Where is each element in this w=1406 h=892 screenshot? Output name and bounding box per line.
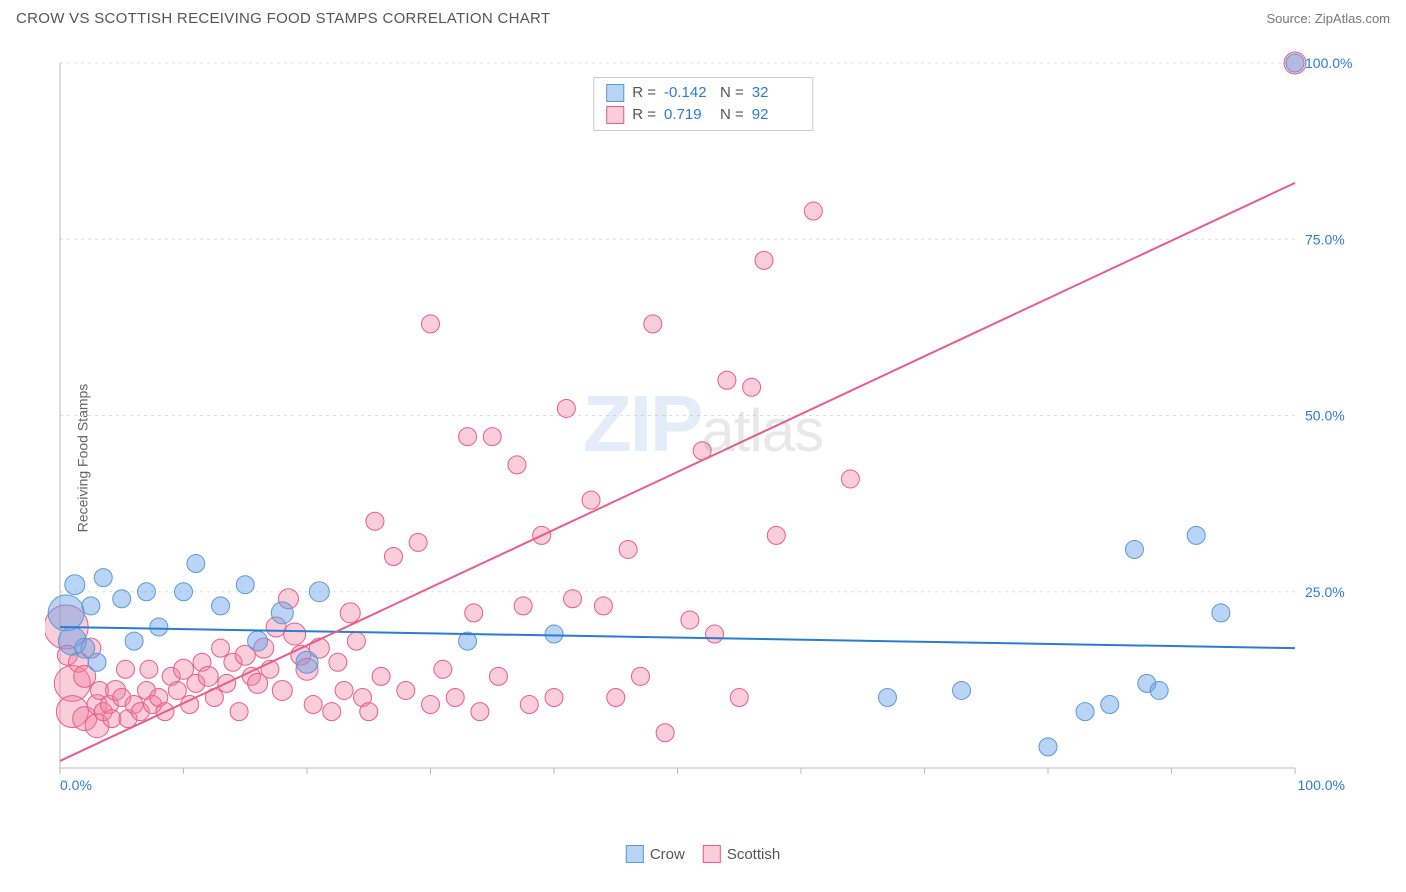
svg-text:100.0%: 100.0% xyxy=(1298,777,1345,793)
series-legend-label: Scottish xyxy=(727,846,780,863)
chart-wrap: Receiving Food Stamps 25.0%50.0%75.0%100… xyxy=(0,33,1406,883)
chart-title: CROW VS SCOTTISH RECEIVING FOOD STAMPS C… xyxy=(16,10,550,27)
svg-text:25.0%: 25.0% xyxy=(1305,584,1345,600)
svg-text:100.0%: 100.0% xyxy=(1305,55,1352,71)
legend-swatch xyxy=(606,84,624,102)
correlation-legend-row: R =0.719N =92 xyxy=(606,104,800,126)
scatter-plot: 25.0% 50.0% 75.0% 100.0% 0.0% 100.0% xyxy=(45,43,1365,823)
series-legend-item: Scottish xyxy=(703,845,780,863)
legend-swatch xyxy=(703,845,721,863)
series-legend-item: Crow xyxy=(626,845,685,863)
chart-header: CROW VS SCOTTISH RECEIVING FOOD STAMPS C… xyxy=(0,0,1406,33)
svg-text:50.0%: 50.0% xyxy=(1305,408,1345,424)
svg-text:75.0%: 75.0% xyxy=(1305,231,1345,247)
source-label: Source: ZipAtlas.com xyxy=(1266,11,1390,26)
series-legend-label: Crow xyxy=(650,846,685,863)
correlation-legend-row: R =-0.142N =32 xyxy=(606,82,800,104)
svg-text:0.0%: 0.0% xyxy=(60,777,92,793)
series-legend: Crow Scottish xyxy=(626,845,780,863)
correlation-legend: R =-0.142N =32R =0.719N =92 xyxy=(593,77,813,131)
legend-swatch xyxy=(626,845,644,863)
legend-swatch xyxy=(606,106,624,124)
